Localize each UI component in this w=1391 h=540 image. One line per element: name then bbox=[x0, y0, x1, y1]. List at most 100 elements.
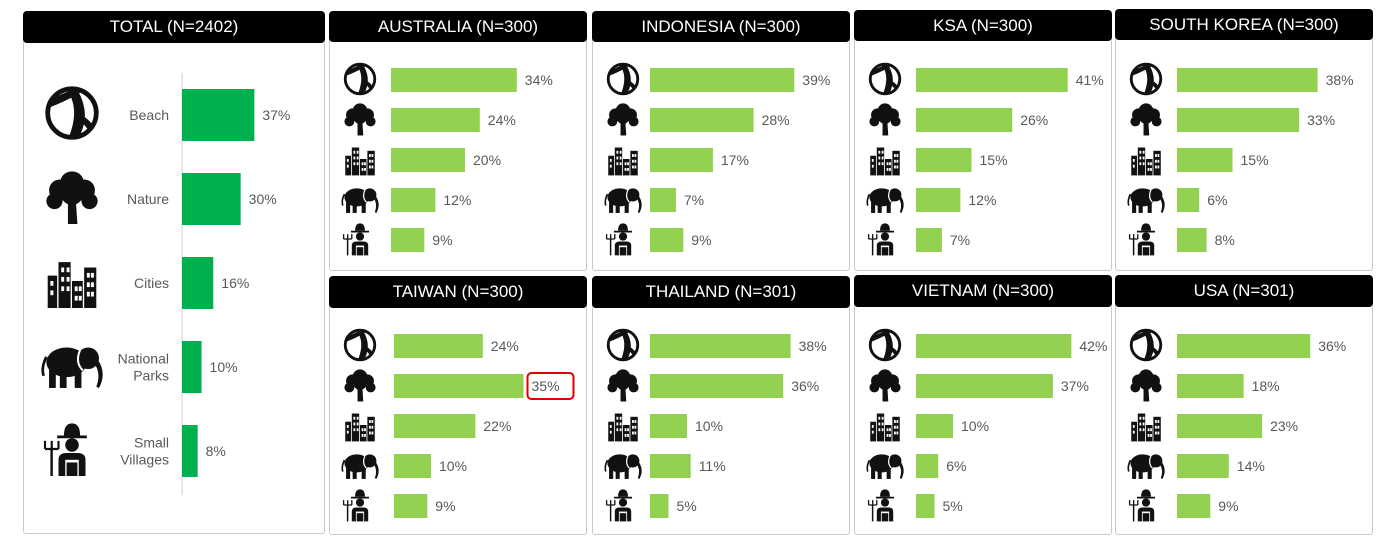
farmer-icon bbox=[342, 489, 370, 522]
country-bar bbox=[391, 188, 436, 212]
beach-ball-icon bbox=[868, 62, 902, 96]
thailand-chart: 38% 36% 10% 11% 5% bbox=[604, 328, 827, 522]
beach-ball-icon bbox=[606, 62, 640, 96]
country-bar bbox=[916, 228, 942, 252]
country-value-label: 35% bbox=[532, 378, 560, 394]
australia-chart: 34% 24% 20% 12% 9% bbox=[341, 62, 553, 256]
country-value-label: 24% bbox=[488, 112, 516, 128]
country-value-label: 9% bbox=[435, 498, 455, 514]
australia-panel-title: AUSTRALIA (N=300) bbox=[329, 11, 587, 42]
country-value-label: 18% bbox=[1252, 378, 1280, 394]
country-value-label: 39% bbox=[802, 72, 830, 88]
indonesia-panel-title: INDONESIA (N=300) bbox=[592, 11, 850, 42]
country-value-label: 9% bbox=[432, 232, 452, 248]
total-category-label: Small Villages bbox=[120, 435, 169, 468]
country-value-label: 23% bbox=[1270, 418, 1298, 434]
country-bar bbox=[650, 188, 676, 212]
country-value-label: 7% bbox=[684, 192, 704, 208]
south-korea-panel bbox=[1115, 12, 1373, 271]
total-value-label: 10% bbox=[210, 359, 238, 375]
country-bar bbox=[1177, 228, 1207, 252]
country-value-label: 24% bbox=[491, 338, 519, 354]
total-value-label: 16% bbox=[221, 275, 249, 291]
country-bar bbox=[1177, 148, 1233, 172]
country-bar bbox=[391, 228, 425, 252]
city-buildings-icon bbox=[345, 413, 375, 442]
city-buildings-icon bbox=[870, 147, 900, 176]
total-category-label: Cities bbox=[134, 275, 169, 291]
elephant-icon bbox=[604, 454, 642, 479]
country-value-label: 9% bbox=[1218, 498, 1238, 514]
total-panel-title: TOTAL (N=2402) bbox=[23, 11, 325, 43]
total-bar bbox=[182, 341, 202, 393]
country-value-label: 15% bbox=[980, 152, 1008, 168]
country-value-label: 12% bbox=[443, 192, 471, 208]
country-value-label: 10% bbox=[695, 418, 723, 434]
country-value-label: 10% bbox=[439, 458, 467, 474]
total-bar bbox=[182, 89, 255, 141]
tree-icon bbox=[46, 171, 98, 224]
country-value-label: 38% bbox=[1326, 72, 1354, 88]
elephant-icon bbox=[41, 347, 103, 388]
vietnam-panel bbox=[854, 277, 1112, 535]
country-value-label: 34% bbox=[525, 72, 553, 88]
elephant-icon bbox=[1127, 454, 1165, 479]
farmer-icon bbox=[43, 423, 87, 476]
country-bar bbox=[650, 108, 754, 132]
country-bar bbox=[394, 374, 524, 398]
indonesia-chart: 39% 28% 17% 7% 9% bbox=[604, 62, 830, 256]
country-bar bbox=[916, 188, 961, 212]
usa-chart: 36% 18% 23% 14% 9% bbox=[1127, 328, 1346, 522]
taiwan-panel-title: TAIWAN (N=300) bbox=[329, 276, 587, 308]
total-bar bbox=[182, 173, 241, 225]
thailand-panel bbox=[592, 277, 850, 535]
farmer-icon bbox=[1128, 223, 1156, 256]
beach-ball-icon bbox=[1129, 62, 1163, 96]
beach-ball-icon bbox=[343, 62, 377, 96]
country-bar bbox=[916, 108, 1013, 132]
country-bar bbox=[916, 148, 972, 172]
city-buildings-icon bbox=[870, 413, 900, 442]
country-value-label: 14% bbox=[1237, 458, 1265, 474]
beach-ball-icon bbox=[45, 86, 99, 140]
country-value-label: 15% bbox=[1241, 152, 1269, 168]
tree-icon bbox=[869, 103, 901, 136]
country-bar bbox=[1177, 334, 1311, 358]
country-value-label: 28% bbox=[762, 112, 790, 128]
vietnam-chart: 42% 37% 10% 6% 5% bbox=[866, 328, 1107, 522]
total-category-label: Beach bbox=[129, 107, 169, 123]
country-bar bbox=[394, 334, 483, 358]
usa-panel bbox=[1115, 277, 1373, 535]
country-bar bbox=[1177, 188, 1200, 212]
south-korea-panel-title: SOUTH KOREA (N=300) bbox=[1115, 9, 1373, 40]
city-buildings-icon bbox=[1131, 147, 1161, 176]
country-value-label: 6% bbox=[1207, 192, 1227, 208]
country-bar bbox=[650, 494, 669, 518]
total-chart: 37% Beach 30% Nature 16% Cities 10% National Par… bbox=[41, 73, 290, 495]
city-buildings-icon bbox=[608, 413, 638, 442]
country-value-label: 26% bbox=[1020, 112, 1048, 128]
tree-icon bbox=[869, 369, 901, 402]
tree-icon bbox=[344, 103, 376, 136]
elephant-icon bbox=[341, 454, 379, 479]
total-bar bbox=[182, 425, 198, 477]
country-value-label: 38% bbox=[799, 338, 827, 354]
ksa-panel bbox=[854, 12, 1112, 271]
city-buildings-icon bbox=[47, 262, 97, 308]
country-value-label: 12% bbox=[968, 192, 996, 208]
elephant-icon bbox=[866, 454, 904, 479]
farmer-icon bbox=[1128, 489, 1156, 522]
tree-icon bbox=[344, 369, 376, 402]
country-bar bbox=[916, 454, 939, 478]
country-value-label: 20% bbox=[473, 152, 501, 168]
country-bar bbox=[391, 68, 517, 92]
taiwan-chart: 24% 35% 22% 10% 9% bbox=[341, 328, 575, 522]
elephant-icon bbox=[604, 188, 642, 213]
farmer-icon bbox=[605, 223, 633, 256]
beach-ball-icon bbox=[343, 328, 377, 362]
beach-ball-icon bbox=[1129, 328, 1163, 362]
country-bar bbox=[394, 494, 428, 518]
total-value-label: 30% bbox=[249, 191, 277, 207]
indonesia-panel bbox=[592, 12, 850, 271]
country-value-label: 7% bbox=[950, 232, 970, 248]
